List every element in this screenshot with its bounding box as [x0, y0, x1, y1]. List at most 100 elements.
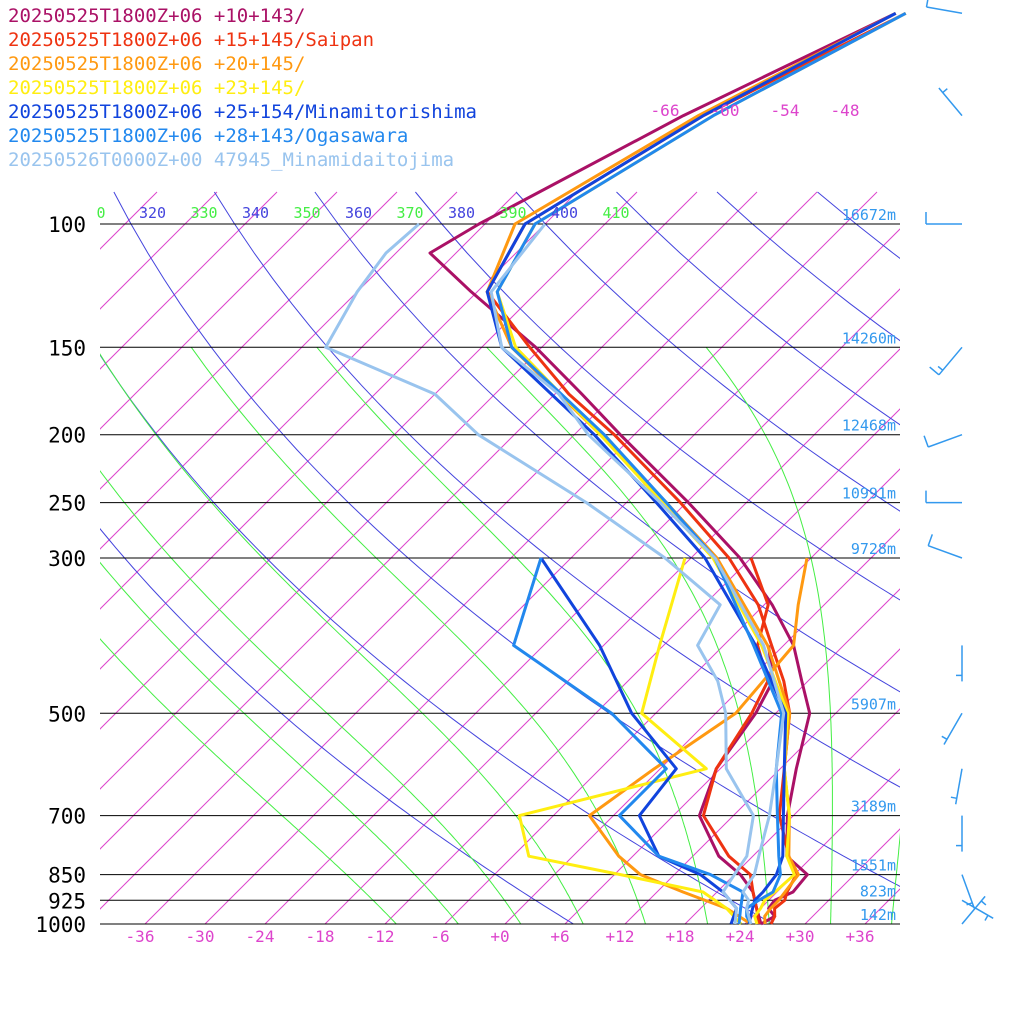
wind-barb — [925, 0, 963, 15]
moist-adiabat-line — [486, 346, 770, 924]
dry-adiabat-line — [616, 191, 900, 426]
height-label: 16672m — [842, 206, 896, 224]
pressure-tick-label: 850 — [48, 864, 86, 888]
isotherm-line — [100, 191, 278, 370]
dewpoint-line — [512, 557, 745, 925]
temperature-line — [485, 11, 897, 925]
wind-barb-flag — [925, 0, 929, 8]
isotherm-line — [444, 468, 900, 924]
wind-barb — [950, 768, 963, 805]
height-label: 14260m — [842, 329, 896, 347]
pressure-tick-label: 200 — [48, 424, 86, 448]
theta-label: 410 — [602, 204, 629, 222]
temperature-tick-label: +0 — [490, 927, 509, 946]
dry-adiabat-line — [314, 191, 900, 693]
theta-label: 330 — [190, 204, 217, 222]
isotherm-line — [970, 192, 1024, 939]
wind-barb-half-flag — [942, 88, 948, 94]
temperature-tick-label: +30 — [786, 927, 815, 946]
temperature-tick-label: +18 — [666, 927, 695, 946]
isotherm-line — [144, 191, 878, 924]
pressure-tick-label: 1000 — [35, 913, 86, 937]
pressure-tick-label: 700 — [48, 805, 86, 829]
wind-barb — [956, 645, 963, 682]
theta-label: 370 — [396, 204, 423, 222]
isotherm-line — [910, 192, 1024, 939]
wind-barb-flag — [927, 534, 934, 546]
isotherm-line — [744, 768, 900, 924]
moist-adiabat-line — [100, 638, 398, 924]
temperature-tick-label: +12 — [606, 927, 635, 946]
temperature-tick-label: -12 — [366, 927, 395, 946]
isotherm-line — [264, 288, 900, 924]
height-label: 1551m — [851, 857, 896, 875]
legend-entry: 20250525T1800Z+06 +28+143/Ogasawara — [8, 125, 408, 147]
dry-adiabat-line — [213, 191, 900, 788]
isotherm-line — [864, 888, 900, 924]
legend-entry: 20250525T1800Z+06 +15+145/Saipan — [8, 29, 374, 51]
wind-barb-staff — [926, 6, 963, 15]
legend-entry: 20250526T0000Z+00 47945_Minamidaitojima — [8, 149, 454, 171]
series-group — [485, 11, 907, 925]
wind-barb — [923, 433, 963, 448]
temperature-tick-label: -6 — [430, 927, 449, 946]
height-label: 5907m — [851, 695, 896, 713]
isotherm-line — [100, 191, 518, 610]
dewpoint-line — [517, 557, 743, 926]
isotherm-line — [384, 408, 900, 924]
isotherm-line — [100, 191, 338, 430]
series-group — [495, 11, 907, 925]
wind-barb — [941, 712, 963, 745]
wind-barb-staff — [927, 544, 963, 559]
dewpoint-line — [587, 557, 809, 926]
isotherm-line — [204, 228, 900, 924]
isotherm-label: -54 — [771, 101, 800, 120]
height-label: 12468m — [842, 417, 896, 435]
legend-entry: 20250525T1800Z+06 +10+143/ — [8, 5, 305, 27]
isotherm-line — [100, 191, 578, 670]
wind-barb — [938, 87, 963, 117]
isotherm-line — [504, 528, 900, 924]
isotherm-line — [100, 191, 398, 490]
wind-barb-flag — [929, 366, 940, 376]
grid-lines — [0, 191, 1024, 939]
pressure-tick-label: 300 — [48, 547, 86, 571]
wind-barb — [961, 895, 987, 925]
wind-barb — [925, 212, 962, 225]
series-lines — [324, 11, 907, 926]
temperature-line — [495, 11, 907, 925]
isotherm-line — [100, 191, 218, 310]
height-label: 9728m — [851, 540, 896, 558]
theta-label: 380 — [448, 204, 475, 222]
temperature-tick-label: -30 — [186, 927, 215, 946]
pressure-tick-label: 100 — [48, 213, 86, 237]
isotherm-line — [564, 588, 900, 924]
legend-entry: 20250525T1800Z+06 +25+154/Minamitorishim… — [8, 101, 477, 123]
moist-adiabat-line — [100, 353, 584, 924]
wind-barb-half-flag — [937, 365, 944, 371]
isotherm-line — [684, 708, 900, 924]
temperature-line — [489, 223, 786, 925]
wind-barb — [961, 899, 994, 921]
height-label: 142m — [860, 906, 896, 924]
height-label: 823m — [860, 882, 896, 900]
dry-adiabat-line — [716, 191, 900, 342]
legend: 20250525T1800Z+06 +10+143/20250525T1800Z… — [8, 5, 477, 171]
wind-barb-staff — [938, 346, 963, 376]
wind-barb-half-flag — [941, 735, 948, 740]
temperature-tick-label: +24 — [726, 927, 755, 946]
temperature-tick-label: +36 — [846, 927, 875, 946]
isotherm-line — [100, 191, 458, 550]
wind-barb-staff — [927, 433, 963, 448]
isotherm-line — [0, 192, 37, 939]
wind-barb-half-flag — [950, 796, 957, 800]
isotherm-label: -48 — [831, 101, 860, 120]
moist-adiabat-line — [190, 347, 647, 924]
height-label: 10991m — [842, 485, 896, 503]
temperature-line — [485, 11, 907, 925]
wind-barb-half-flag — [980, 900, 987, 906]
wind-barb-flag — [923, 435, 929, 448]
temperature-tick-label: -36 — [126, 927, 155, 946]
